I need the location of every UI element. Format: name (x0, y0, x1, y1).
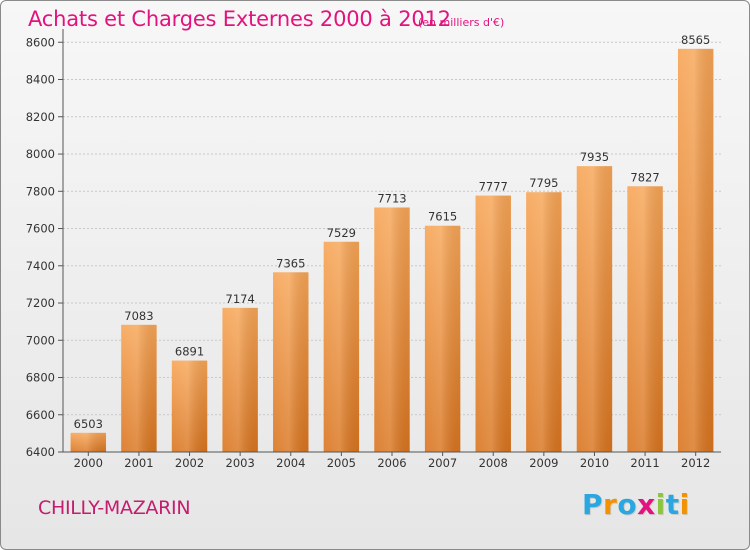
axis-layer: 6400 6600 6800 7000 7200 7400 7600 7800 8000 8200… (26, 29, 721, 470)
y-tick-label: 7000 (26, 333, 55, 347)
y-tick-label: 6400 (26, 445, 55, 459)
x-tick-label: 2012 (681, 456, 710, 470)
x-tick-label: 2011 (630, 456, 659, 470)
data-label: 6503 (74, 417, 103, 431)
logo-letter: i (679, 488, 690, 521)
x-tick-label: 2001 (124, 456, 153, 470)
y-tick-label: 7800 (26, 184, 55, 198)
bar-shine (475, 195, 511, 452)
y-tick-label: 8200 (26, 110, 55, 124)
bar-shine (374, 207, 410, 452)
x-tick-label: 2008 (479, 456, 508, 470)
data-label: 6891 (175, 345, 204, 359)
logo-letter: r (603, 488, 618, 521)
data-label: 7827 (630, 170, 659, 184)
bar-layer (70, 48, 714, 452)
bar-shine (171, 360, 208, 452)
y-tick-label: 8400 (26, 73, 55, 87)
bar-shine (273, 272, 309, 452)
bar-shine (576, 166, 613, 452)
data-label: 7174 (226, 292, 255, 306)
data-label: 8565 (681, 33, 710, 47)
data-label: 7529 (327, 226, 356, 240)
location-label: CHILLY-MAZARIN (38, 497, 191, 519)
x-tick-label: 2009 (529, 456, 558, 470)
data-label: 7935 (580, 150, 609, 164)
proxiti-logo: Proxiti (582, 488, 690, 521)
data-label: 7713 (377, 191, 406, 205)
data-label: 7777 (479, 180, 508, 194)
logo-letter: x (637, 488, 656, 521)
x-tick-label: 2004 (276, 456, 305, 470)
y-tick-label: 8000 (26, 147, 55, 161)
x-tick-label: 2010 (580, 456, 609, 470)
y-tick-label: 7600 (26, 222, 55, 236)
y-tick-label: 7200 (26, 296, 55, 310)
bar-shine (627, 186, 663, 452)
label-layer: 6503 7083 6891 7174 7365 7529 7713 7615 7777 7795… (74, 33, 711, 431)
bar-shine (526, 192, 562, 452)
bar-shine (424, 225, 461, 452)
bar-shine (121, 324, 157, 452)
data-label: 7083 (124, 309, 153, 323)
chart-unit: (en milliers d'€) (418, 16, 505, 29)
x-tick-label: 2006 (377, 456, 406, 470)
bar-shine (222, 307, 258, 452)
y-tick-label: 8600 (26, 35, 55, 49)
bar-shine (677, 48, 714, 452)
data-label: 7795 (529, 176, 558, 190)
x-tick-label: 2000 (74, 456, 103, 470)
logo-letter: o (617, 488, 638, 521)
x-tick-label: 2007 (428, 456, 457, 470)
bar-shine (70, 432, 107, 452)
logo-letter: i (655, 488, 666, 521)
logo-letter: P (582, 488, 604, 521)
x-tick-label: 2003 (226, 456, 255, 470)
chart-title: Achats et Charges Externes 2000 à 2012 (28, 7, 451, 31)
bar-shine (323, 241, 360, 452)
x-tick-label: 2002 (175, 456, 204, 470)
y-tick-label: 6600 (26, 408, 55, 422)
logo-letter: t (665, 488, 680, 521)
data-label: 7615 (428, 210, 457, 224)
data-label: 7365 (276, 256, 305, 270)
x-tick-label: 2005 (327, 456, 356, 470)
y-tick-label: 6800 (26, 371, 55, 385)
y-tick-label: 7400 (26, 259, 55, 273)
